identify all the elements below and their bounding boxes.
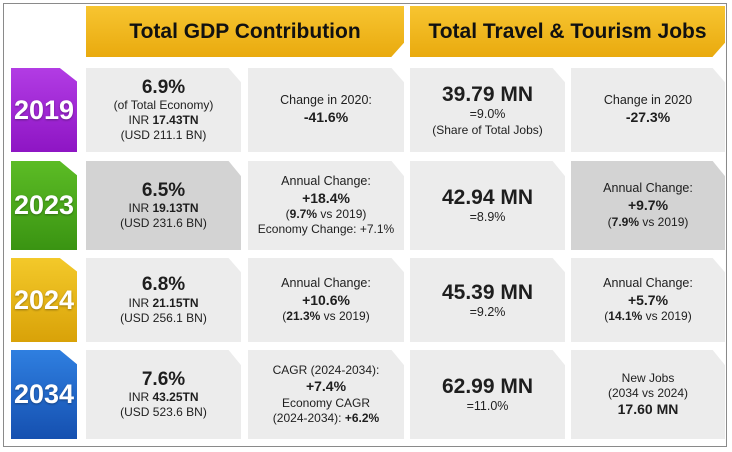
inr-prefix: INR: [128, 113, 153, 128]
jobs-main-2019: 39.79 MN =9.0% (Share of Total Jobs): [410, 68, 565, 152]
vs-value: 21.3%: [286, 309, 321, 324]
gdp-usd-line: (USD 231.6 BN): [120, 216, 207, 231]
inr-value: 17.43TN: [152, 113, 199, 128]
economy-cagr-period: (2024-2034):: [272, 410, 345, 425]
change-value: +18.4%: [302, 189, 350, 206]
change-label: Change in 2020:: [280, 93, 372, 108]
gdp-change-2019: Change in 2020: -41.6%: [248, 68, 404, 152]
vs-value: 7.9%: [611, 214, 639, 229]
header-gdp: Total GDP Contribution: [86, 6, 404, 57]
inr-prefix: INR: [128, 201, 153, 216]
vs-text: vs 2019): [639, 214, 689, 229]
jobs-value: 39.79 MN: [441, 83, 534, 107]
change-value: +10.6%: [302, 291, 350, 308]
gdp-inr-line: INR 21.15TN: [128, 296, 198, 311]
change-label: Change in 2020: [603, 93, 693, 108]
change-value: -41.6%: [303, 109, 349, 126]
gdp-share-value: 7.6%: [141, 368, 186, 390]
header-jobs-label: Total Travel & Tourism Jobs: [428, 19, 707, 43]
gdp-main-2024: 6.8% INR 21.15TN (USD 256.1 BN): [86, 258, 241, 342]
jobs-change-2019: Change in 2020 -27.3%: [571, 68, 725, 152]
header-gdp-label: Total GDP Contribution: [129, 19, 361, 43]
jobs-value: 42.94 MN: [441, 186, 534, 210]
gdp-share-value: 6.9%: [141, 76, 186, 98]
gdp-inr-line: INR 19.13TN: [128, 201, 198, 216]
gdp-share-value: 6.8%: [141, 274, 186, 296]
change-value: +9.7%: [627, 197, 669, 214]
gdp-change-2024: Annual Change: +10.6% (21.3% vs 2019): [248, 258, 404, 342]
change-label: Annual Change:: [281, 173, 371, 188]
jobs-value: 62.99 MN: [441, 375, 534, 399]
change-value: -27.3%: [625, 109, 671, 126]
jobs-share: =8.9%: [469, 210, 506, 225]
jobs-main-2034: 62.99 MN =11.0%: [410, 350, 565, 439]
gdp-usd-line: (USD 211.1 BN): [120, 128, 207, 143]
change-vs-2019: (14.1% vs 2019): [604, 309, 692, 324]
change-vs-2019: (7.9% vs 2019): [607, 214, 689, 229]
jobs-value: 45.39 MN: [441, 280, 534, 304]
new-jobs-label: New Jobs: [621, 370, 675, 385]
year-label: 2019: [13, 94, 75, 125]
inr-prefix: INR: [128, 295, 153, 310]
inr-value: 43.25TN: [152, 390, 199, 405]
economy-change: Economy Change: +7.1%: [257, 222, 395, 237]
inr-value: 19.13TN: [152, 201, 199, 216]
jobs-share: =9.2%: [469, 304, 506, 319]
gdp-share-value: 6.5%: [141, 179, 186, 201]
change-label: Annual Change:: [603, 181, 693, 196]
year-label: 2023: [13, 190, 75, 220]
change-vs-2019: (21.3% vs 2019): [282, 309, 370, 324]
vs-value: 14.1%: [608, 309, 643, 324]
jobs-main-2024: 45.39 MN =9.2%: [410, 258, 565, 342]
vs-text: vs 2019): [320, 309, 370, 324]
year-badge-2034: 2034: [11, 350, 77, 439]
cagr-value: +7.4%: [305, 378, 347, 395]
gdp-usd-line: (USD 256.1 BN): [120, 310, 207, 325]
jobs-note: (Share of Total Jobs): [432, 122, 543, 137]
gdp-inr-line: INR 43.25TN: [128, 390, 198, 405]
gdp-main-2023: 6.5% INR 19.13TN (USD 231.6 BN): [86, 161, 241, 250]
economy-cagr-value: +6.2%: [344, 410, 380, 425]
change-label: Annual Change:: [603, 275, 693, 290]
inr-value: 21.15TN: [152, 295, 199, 310]
gdp-share-note: (of Total Economy): [113, 98, 214, 113]
gdp-inr-line: INR 17.43TN: [128, 113, 198, 128]
vs-text: vs 2019): [317, 207, 367, 222]
jobs-share: =11.0%: [466, 399, 509, 414]
gdp-change-2023: Annual Change: +18.4% (9.7% vs 2019) Eco…: [248, 161, 404, 250]
vs-value: 9.7%: [289, 207, 317, 222]
gdp-change-2034: CAGR (2024-2034): +7.4% Economy CAGR (20…: [248, 350, 404, 439]
change-vs-2019: (9.7% vs 2019): [285, 207, 367, 222]
economy-cagr-label: Economy CAGR: [281, 395, 371, 410]
jobs-change-2034: New Jobs (2034 vs 2024) 17.60 MN: [571, 350, 725, 439]
year-label: 2024: [13, 284, 75, 315]
new-jobs-value: 17.60 MN: [617, 400, 679, 417]
year-label: 2034: [13, 379, 75, 409]
cagr-label: CAGR (2024-2034):: [272, 363, 380, 378]
jobs-share: =9.0%: [469, 107, 506, 122]
inr-prefix: INR: [128, 390, 153, 405]
gdp-main-2019: 6.9% (of Total Economy) INR 17.43TN (USD…: [86, 68, 241, 152]
jobs-change-2024: Annual Change: +5.7% (14.1% vs 2019): [571, 258, 725, 342]
vs-text: vs 2019): [642, 309, 692, 324]
gdp-usd-line: (USD 523.6 BN): [120, 405, 207, 420]
jobs-change-2023: Annual Change: +9.7% (7.9% vs 2019): [571, 161, 725, 250]
change-value: +5.7%: [627, 291, 669, 308]
gdp-main-2034: 7.6% INR 43.25TN (USD 523.6 BN): [86, 350, 241, 439]
header-jobs: Total Travel & Tourism Jobs: [410, 6, 725, 57]
year-badge-2019: 2019: [11, 68, 77, 152]
jobs-main-2023: 42.94 MN =8.9%: [410, 161, 565, 250]
economy-cagr-line: (2024-2034): +6.2%: [273, 411, 379, 426]
new-jobs-period: (2034 vs 2024): [607, 385, 689, 400]
year-badge-2024: 2024: [11, 258, 77, 342]
change-label: Annual Change:: [281, 275, 371, 290]
year-badge-2023: 2023: [11, 161, 77, 250]
